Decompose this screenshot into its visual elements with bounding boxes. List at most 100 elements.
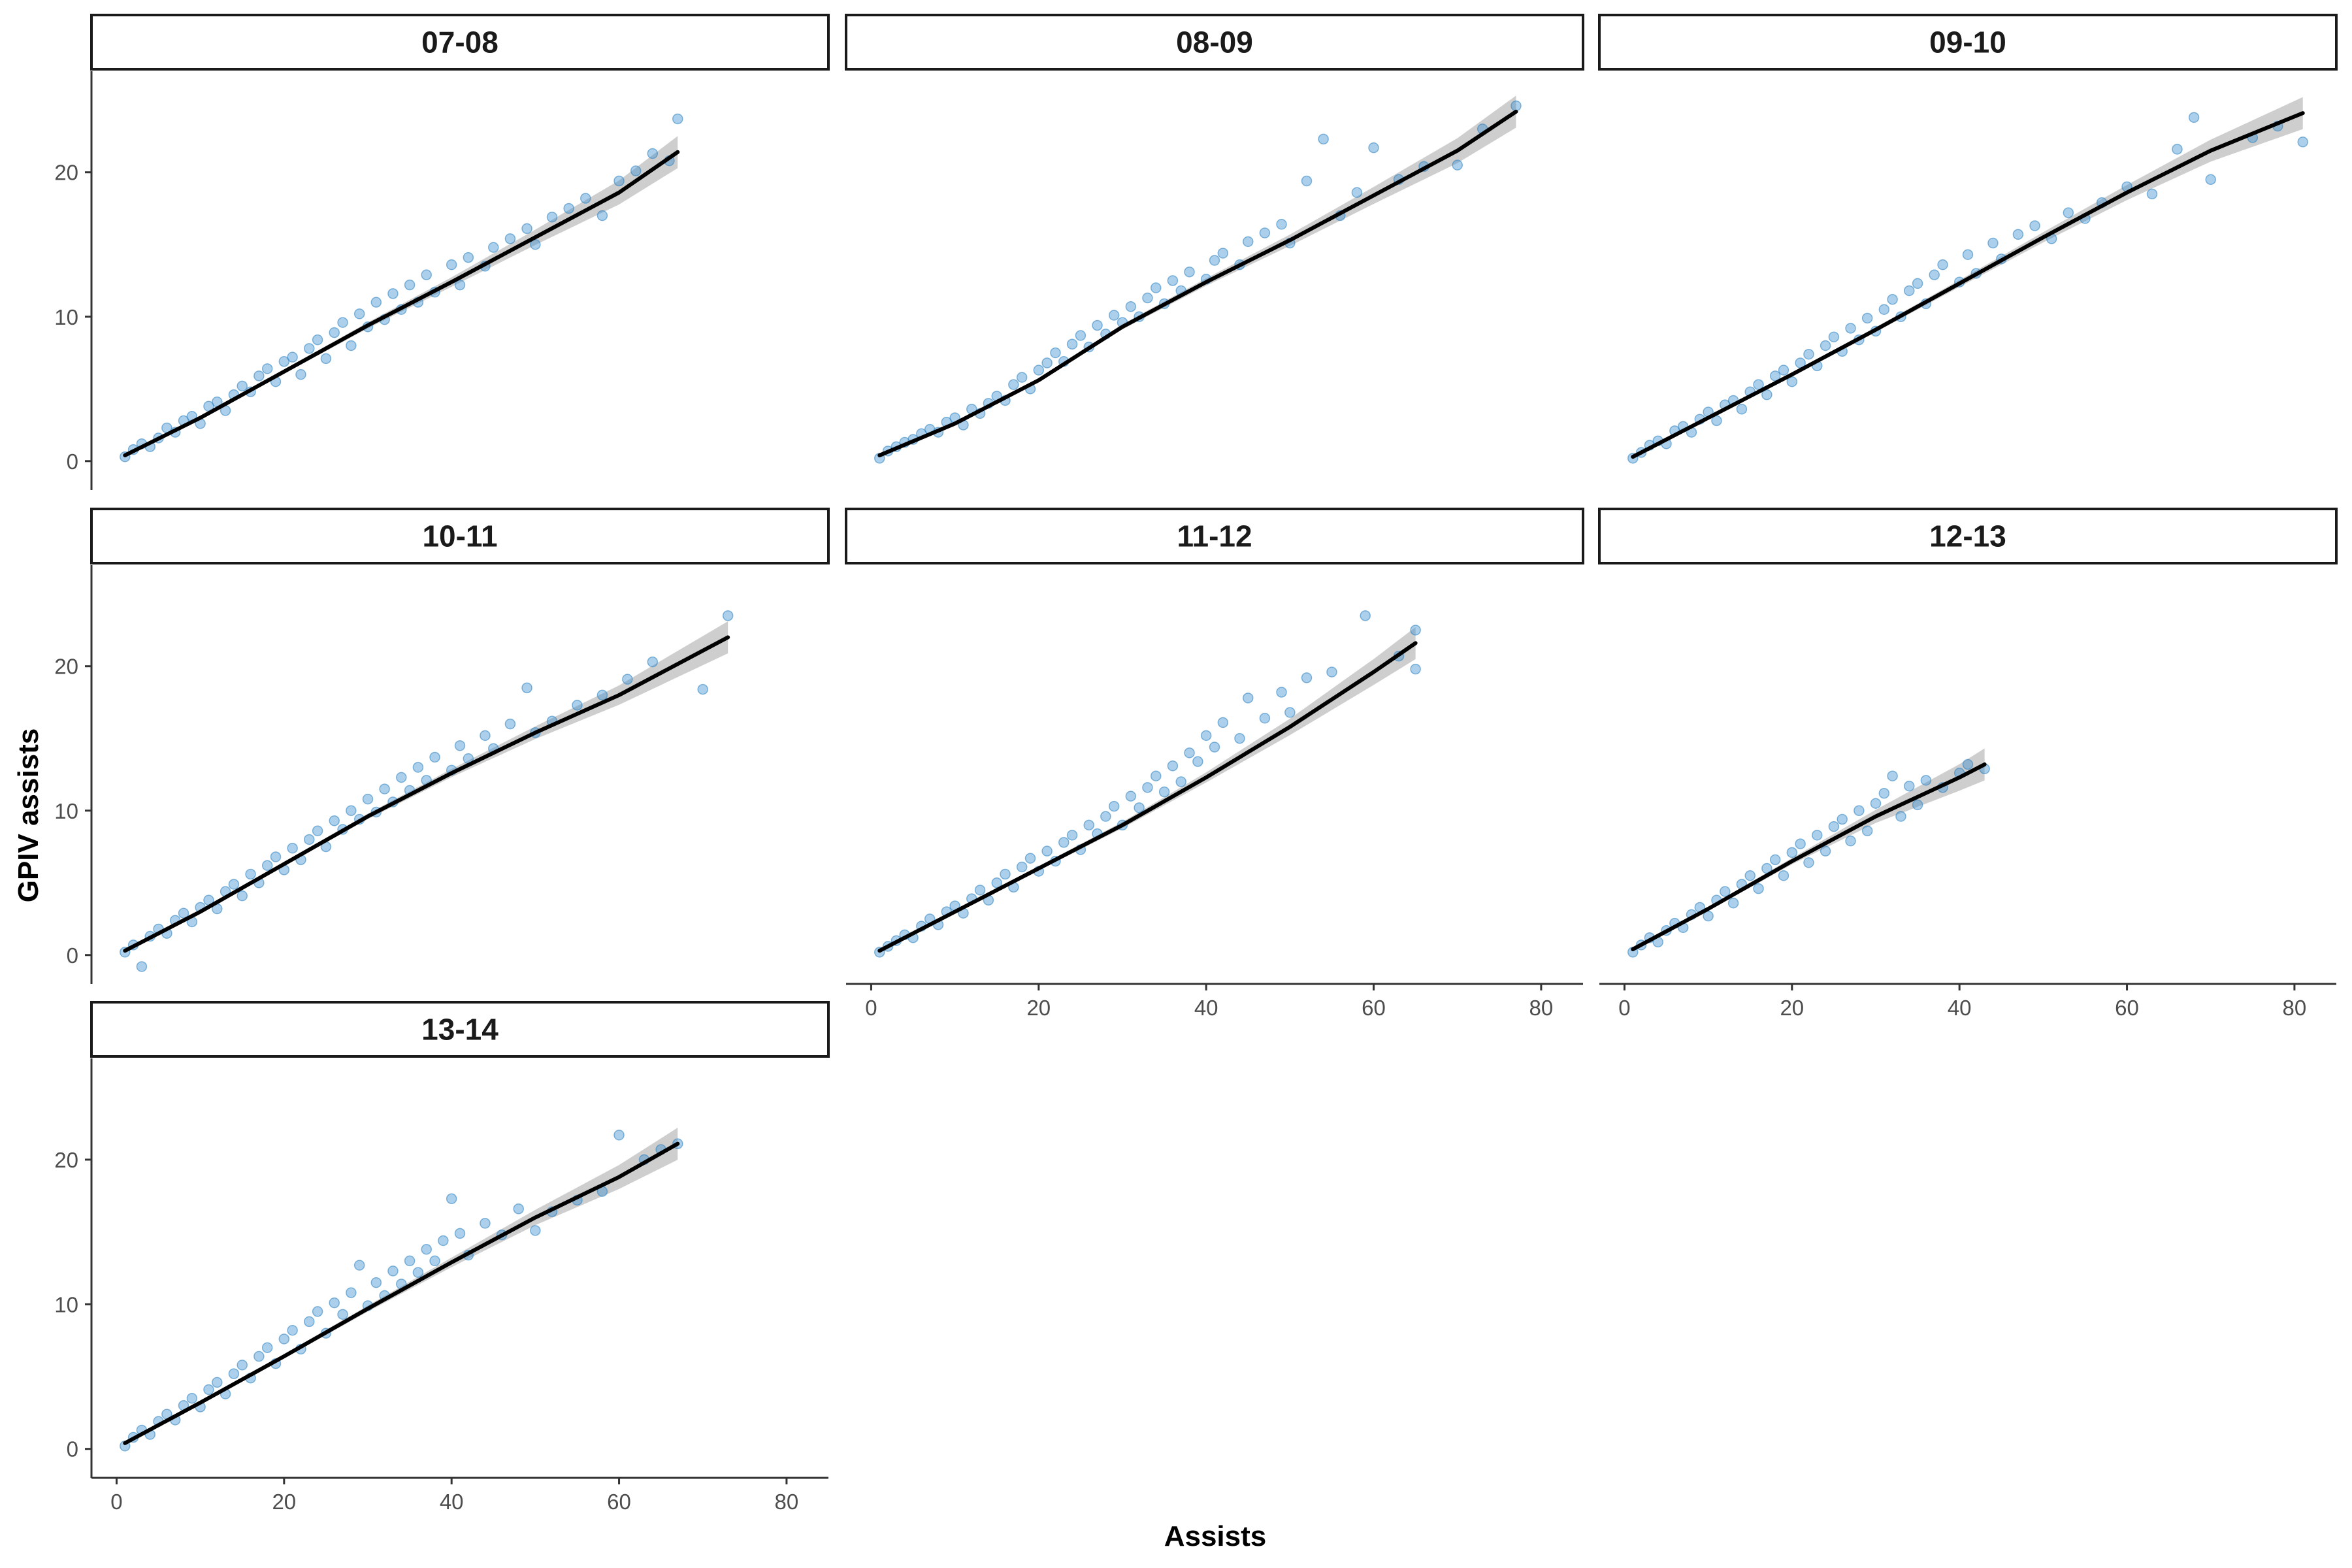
data-point [672, 113, 683, 125]
data-point [1820, 340, 1831, 351]
data-point [572, 700, 583, 711]
data-point [1753, 379, 1764, 390]
data-point [245, 868, 256, 880]
facet-strip-label: 07-08 [421, 25, 498, 59]
fit-line [877, 109, 1518, 457]
data-point [1711, 415, 1722, 427]
data-point [1209, 742, 1220, 753]
data-point [1878, 304, 1890, 315]
data-point [1795, 838, 1806, 849]
data-point [253, 370, 265, 382]
x-tick-label: 40 [1948, 996, 1972, 1020]
data-point [1410, 663, 1421, 675]
data-point [346, 340, 357, 351]
data-point [1727, 897, 1739, 909]
data-point [1778, 365, 1789, 376]
facet-strip-label: 11-12 [1177, 519, 1252, 553]
facet-panel: 09-10 [1598, 14, 2338, 464]
data-point [1769, 370, 1781, 382]
data-point [2029, 220, 2040, 231]
y-axis-title: GPIV assists [12, 728, 44, 903]
data-point [991, 877, 1002, 889]
data-point [1142, 292, 1153, 304]
data-point [304, 1316, 315, 1328]
data-point [1217, 717, 1229, 728]
x-tick-label: 60 [607, 1490, 631, 1514]
data-point [136, 961, 148, 972]
data-point [1410, 625, 1421, 636]
data-point [278, 1333, 290, 1345]
y-tick-label: 20 [54, 655, 78, 679]
y-tick-label: 20 [54, 161, 78, 185]
data-point [312, 825, 323, 836]
data-point [1083, 819, 1094, 831]
data-point [1452, 159, 1463, 171]
x-tick-label: 0 [865, 996, 877, 1020]
data-point [228, 879, 240, 890]
data-point [329, 815, 340, 826]
data-point [2188, 112, 2200, 123]
data-point [353, 1260, 365, 1271]
data-point [1276, 219, 1287, 230]
data-point [2205, 174, 2216, 186]
data-point [446, 259, 457, 270]
data-point [1050, 347, 1061, 359]
facet-strip [90, 1001, 830, 1058]
data-point [1803, 348, 1814, 360]
data-point [1887, 293, 1898, 305]
data-point [1066, 338, 1078, 350]
x-tick-label: 80 [775, 1490, 799, 1514]
data-point [228, 1368, 240, 1379]
data-point [1243, 236, 1254, 248]
data-point [237, 1360, 248, 1371]
data-point [722, 610, 734, 621]
data-point [1962, 759, 1974, 770]
data-point [1820, 845, 1831, 857]
data-point [1878, 787, 1890, 799]
data-point [178, 907, 189, 919]
data-point [312, 334, 323, 346]
data-point [1016, 861, 1028, 873]
data-point [237, 890, 248, 902]
data-point [1000, 868, 1011, 880]
data-point [387, 288, 399, 299]
facet-strip-label: 13-14 [421, 1013, 498, 1047]
data-point [647, 656, 659, 668]
facet-strip [845, 508, 1584, 564]
data-point [697, 683, 708, 695]
data-point [1761, 389, 1772, 400]
data-point [596, 689, 608, 701]
y-tick-label: 20 [54, 1148, 78, 1172]
data-point [1234, 732, 1245, 744]
data-point [2063, 207, 2074, 218]
data-point [387, 1266, 399, 1277]
data-point [412, 762, 424, 773]
data-point [337, 317, 348, 328]
data-point [370, 1277, 382, 1288]
data-point [1033, 365, 1045, 376]
data-point [630, 165, 642, 176]
data-point [647, 148, 659, 159]
point-group [1627, 759, 1990, 958]
data-point [1301, 175, 1313, 187]
data-point [261, 1342, 273, 1354]
data-point [504, 233, 516, 244]
data-point [1861, 825, 1873, 836]
data-point [1142, 782, 1153, 793]
data-point [304, 343, 315, 354]
data-point [1803, 857, 1814, 868]
data-point [596, 210, 608, 221]
facet-strip-label: 08-09 [1176, 25, 1253, 59]
data-point [1167, 760, 1179, 772]
data-point [362, 793, 374, 805]
data-point [304, 834, 315, 845]
facet-strip [90, 508, 830, 564]
data-point [1175, 776, 1186, 787]
data-point [454, 1228, 466, 1239]
data-point [1912, 799, 1923, 811]
data-point [379, 783, 390, 794]
data-point [346, 1287, 357, 1298]
data-point [1184, 266, 1195, 278]
data-point [203, 1384, 214, 1396]
x-tick-label: 40 [1194, 996, 1218, 1020]
